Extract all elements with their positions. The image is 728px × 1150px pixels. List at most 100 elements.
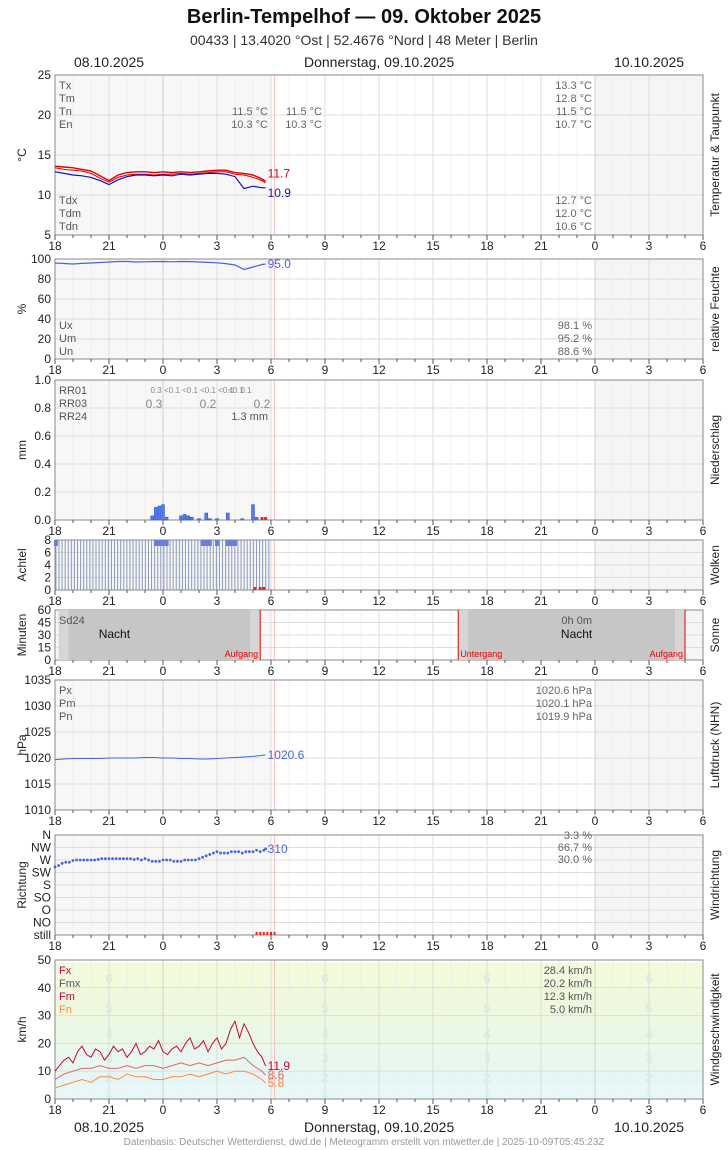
wind-direction-point xyxy=(100,857,104,861)
clouds-xtick-label: 0 xyxy=(160,594,167,608)
date-center-bottom: Donnerstag, 09.10.2025 xyxy=(304,1119,455,1135)
wind-speed-stat-label: Fn xyxy=(59,1004,72,1016)
night-shade-core xyxy=(68,610,251,660)
pressure-stat-value: 1020.6 hPa xyxy=(536,685,593,697)
clouds-ytick-label: 4 xyxy=(44,558,51,572)
wind-direction-stat: 30.0 % xyxy=(558,854,592,866)
temperature-xtick-label: 3 xyxy=(214,239,221,253)
pressure-ytick-label: 1030 xyxy=(24,699,51,713)
wind-speed-line-fn xyxy=(54,1070,266,1089)
wind-direction-point xyxy=(89,858,93,862)
beaufort-label: 1 xyxy=(645,1085,652,1100)
rain-bar xyxy=(190,516,194,521)
temperature-ytick-label: 10 xyxy=(38,188,52,202)
wind-direction-point xyxy=(168,858,172,862)
date-left-bottom: 08.10.2025 xyxy=(74,1119,145,1135)
temperature-ylabel: °C xyxy=(15,148,29,162)
wind_direction-xtick-label: 0 xyxy=(592,939,599,953)
precipitation-xtick-label: 12 xyxy=(372,524,386,538)
wind-direction-point xyxy=(244,850,248,854)
date-right-top: 10.10.2025 xyxy=(614,54,685,70)
wind-direction-point xyxy=(204,854,208,858)
rain-stat-label: RR03 xyxy=(59,398,87,410)
rain-bar xyxy=(164,516,169,521)
clouds-xtick-label: 18 xyxy=(48,594,62,608)
temperature-line xyxy=(54,165,266,182)
wind-direction-point xyxy=(194,858,197,862)
sun-event-label: Untergang xyxy=(460,649,502,659)
wind-direction-point xyxy=(53,865,57,869)
humidity-xtick-label: 12 xyxy=(372,363,386,377)
temperature-current-label: 11.7 xyxy=(268,166,291,180)
wind-direction-point xyxy=(60,861,64,865)
temperature-xtick-label: 6 xyxy=(700,239,707,253)
dewpoint-stat-value: 12.7 °C xyxy=(555,195,592,207)
temp-stat-value: 11.5 °C xyxy=(286,106,322,118)
wind_speed-xtick-label: 3 xyxy=(646,1103,653,1117)
temperature-xtick-label: 9 xyxy=(322,239,329,253)
temperature-xtick-label: 12 xyxy=(372,239,386,253)
pressure-current-label: 1020.6 xyxy=(268,748,305,762)
temperature-xtick-label: 18 xyxy=(480,239,494,253)
pressure-ytick-label: 1015 xyxy=(24,777,51,791)
beaufort-label: 1 xyxy=(105,1085,112,1100)
temp-stat-label: Tm xyxy=(59,93,75,105)
precipitation-ytick-label: 0.2 xyxy=(34,485,51,499)
wind-still-marker xyxy=(259,932,262,935)
precipitation-xtick-label: 21 xyxy=(534,524,548,538)
wind-direction-point xyxy=(219,851,223,855)
wind-direction-point xyxy=(201,855,205,859)
rr03-value: 0.2 xyxy=(200,397,217,411)
clouds-xtick-label: 21 xyxy=(102,594,116,608)
precipitation-xtick-label: 15 xyxy=(426,524,440,538)
wind_direction-xtick-label: 0 xyxy=(160,939,167,953)
precipitation-panel: 0.0 0.2 0.4 0.6 0.8 1.0 mm Niederschlag 18 21 0 3 6 9… xyxy=(15,373,722,538)
wind-direction-point xyxy=(64,860,68,864)
clouds-xtick-label: 0 xyxy=(592,594,599,608)
wind-direction-point xyxy=(172,859,176,863)
wind-direction-point xyxy=(136,857,140,861)
rain-bar xyxy=(186,515,190,521)
wind-direction-point xyxy=(71,859,75,862)
wind-direction-point xyxy=(264,847,267,851)
pressure-ytick-label: 1010 xyxy=(24,803,51,817)
wind_speed-xtick-label: 21 xyxy=(534,1103,548,1117)
wind-direction-point xyxy=(248,850,251,854)
wind-direction-point xyxy=(258,850,262,854)
humidity-xtick-label: 15 xyxy=(426,363,440,377)
wind-speed-current-label: 8.6 xyxy=(268,1068,285,1082)
temp-stat-label: En xyxy=(59,119,72,131)
pressure-xtick-label: 21 xyxy=(102,814,116,828)
wind-still-marker xyxy=(262,932,265,935)
wind-direction-point xyxy=(104,857,107,861)
humidity-xtick-label: 9 xyxy=(322,363,329,377)
wind_direction-xtick-label: 6 xyxy=(268,939,275,953)
wind-direction-point xyxy=(183,858,187,862)
wind_speed-xtick-label: 6 xyxy=(700,1103,707,1117)
sunshine-xtick-label: 3 xyxy=(646,664,653,678)
wind-direction-point xyxy=(132,858,136,861)
temperature-xtick-label: 0 xyxy=(160,239,167,253)
beaufort-label: 3 xyxy=(321,1050,328,1065)
wind-direction-point xyxy=(179,859,183,863)
rain-bar xyxy=(154,507,158,521)
clouds-xtick-label: 6 xyxy=(700,594,707,608)
wind-direction-point xyxy=(215,850,219,854)
temp-stat-value: 10.7 °C xyxy=(555,119,592,131)
wind_speed-xtick-label: 18 xyxy=(48,1103,62,1117)
precipitation-ytick-label: 0.0 xyxy=(34,513,51,527)
wind-direction-point xyxy=(255,848,258,852)
humidity-stat-label: Ux xyxy=(59,320,73,332)
wind_speed-ytick-label: 40 xyxy=(38,981,52,995)
wind_direction-ytick-label: O xyxy=(42,903,51,917)
temp-stat-value: 13.3 °C xyxy=(555,80,592,92)
wind_direction-xtick-label: 21 xyxy=(534,939,548,953)
rain-bar xyxy=(197,518,201,521)
beaufort-label: 4 xyxy=(483,1027,491,1042)
precipitation-ytick-label: 1.0 xyxy=(34,373,51,387)
beaufort-label: 4 xyxy=(105,1027,113,1042)
beaufort-label: 2 xyxy=(321,1070,328,1085)
temp-stat-value: 11.5 °C xyxy=(556,106,592,118)
wind-direction-point xyxy=(230,850,233,854)
